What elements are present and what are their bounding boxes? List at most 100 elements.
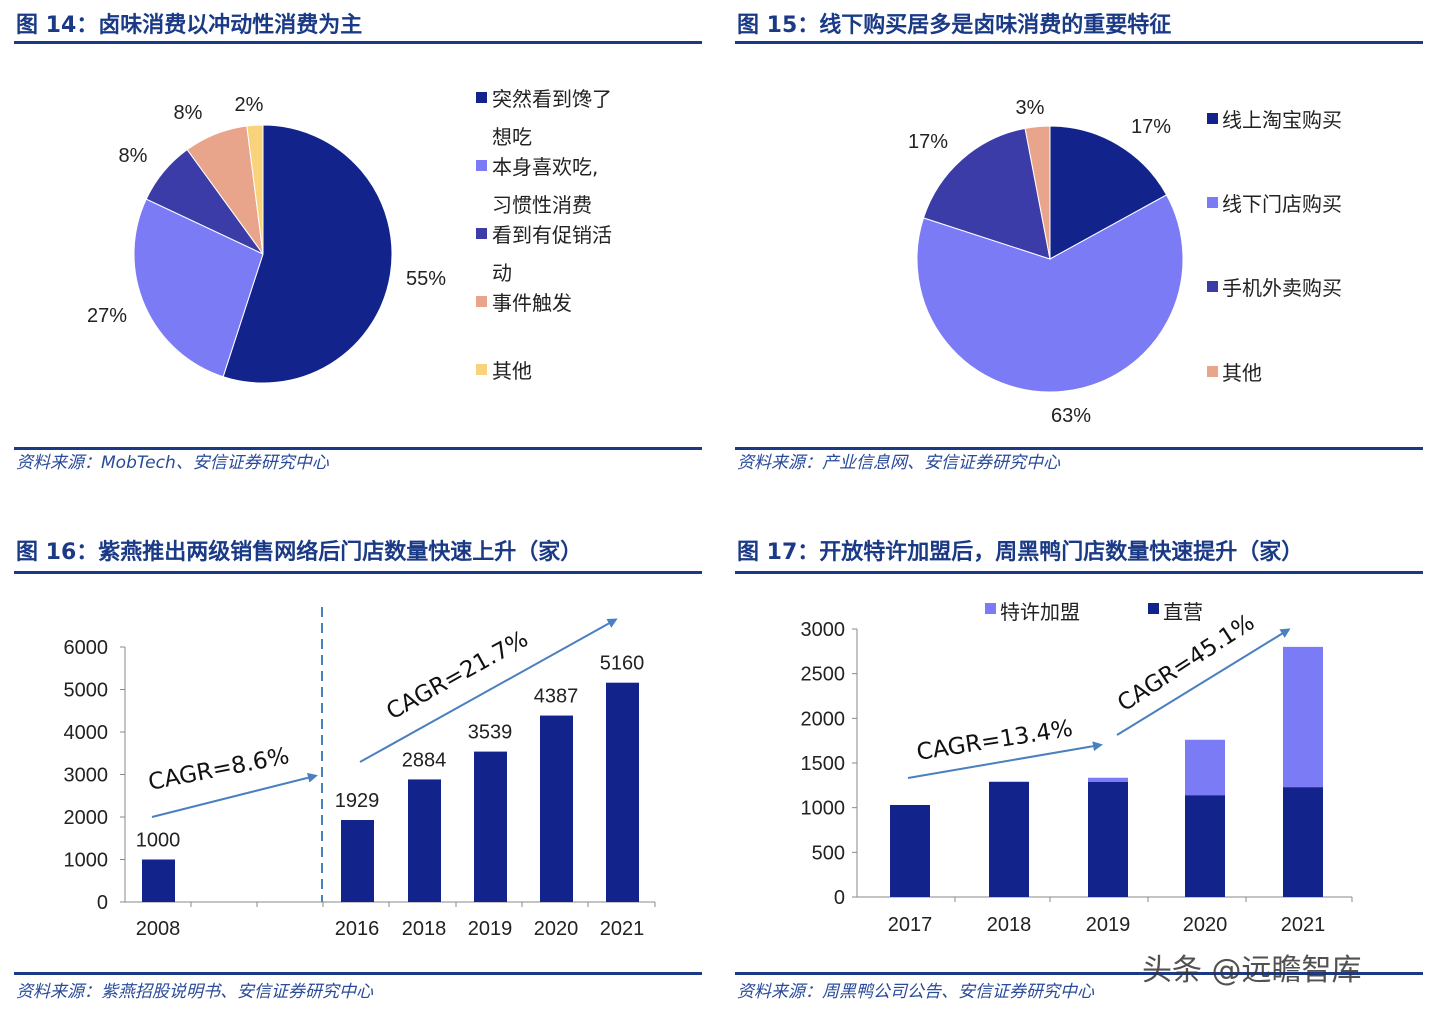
legend-swatch [1207, 281, 1218, 292]
cagr-arrow [1116, 628, 1291, 736]
chart17-bar: 0 500 1000 1500 2000 2500 3000 2017 2018 2019 2020… [801, 600, 1353, 936]
pie-slice [222, 124, 393, 384]
bar [606, 682, 639, 902]
chart17-source: 资料来源：周黑鸭公司公告、安信证券研究中心 [737, 982, 1095, 1002]
bar-segment [890, 804, 930, 897]
legend-label: 突然看到馋了 [492, 87, 612, 111]
y-tick-label: 5000 [64, 680, 109, 702]
bar-segment [989, 781, 1029, 897]
bar [142, 859, 175, 902]
chart15-title: 图 15：线下购买居多是卤味消费的重要特征 [737, 12, 1171, 38]
x-tick-label: 2021 [1281, 914, 1326, 936]
legend-label: 事件触发 [492, 291, 572, 315]
y-tick-label: 2000 [64, 807, 109, 829]
legend-swatch [476, 364, 487, 375]
chart16-bar: 0 1000 2000 3000 4000 5000 6000 1000 2008 1929 201… [64, 607, 656, 940]
pie-slice [1024, 125, 1051, 260]
x-tick-label: 2019 [468, 918, 513, 940]
y-tick-label: 4000 [64, 722, 109, 744]
pie-slice [916, 194, 1184, 393]
bar-value-label: 5160 [600, 653, 645, 675]
y-tick-label: 3000 [801, 619, 846, 641]
y-tick-label: 500 [812, 842, 845, 864]
pie-slice-label: 2% [235, 94, 264, 116]
pie-slice-label: 17% [908, 131, 948, 153]
bar-value-label: 3539 [468, 722, 513, 744]
pie-slice-label: 55% [406, 268, 446, 290]
bar [408, 779, 441, 902]
legend-label: 动 [492, 261, 512, 285]
x-tick-label: 2016 [335, 918, 380, 940]
legend-label: 直营 [1163, 600, 1203, 624]
y-tick-label: 1000 [801, 798, 846, 820]
legend-swatch [476, 228, 487, 239]
legend-label: 手机外卖购买 [1222, 276, 1342, 300]
legend-label: 其他 [1222, 361, 1262, 385]
legend-label: 特许加盟 [1000, 600, 1080, 624]
legend-label: 看到有促销活 [492, 223, 612, 247]
legend-swatch [1207, 113, 1218, 124]
rules [14, 41, 1423, 975]
y-tick-label: 1000 [64, 850, 109, 872]
legend-swatch [476, 160, 487, 171]
legend-swatch [476, 296, 487, 307]
x-tick-label: 2020 [1183, 914, 1228, 936]
y-tick-label: 3000 [64, 765, 109, 787]
bar-segment [1283, 787, 1323, 897]
pie-slice [246, 124, 264, 255]
pie-slice-label: 27% [87, 305, 127, 327]
bar-segment [1185, 795, 1225, 897]
bar-value-label: 1000 [136, 830, 181, 852]
chart14-source: 资料来源：MobTech、安信证券研究中心 [16, 453, 330, 473]
y-tick-label: 2500 [801, 664, 846, 686]
legend-swatch [985, 603, 996, 614]
bar-value-label: 2884 [402, 749, 447, 771]
pie-slice-label: 63% [1051, 405, 1091, 427]
x-tick-label: 2008 [136, 918, 181, 940]
legend-label: 本身喜欢吃, [492, 155, 598, 179]
legend-label: 线上淘宝购买 [1222, 108, 1342, 132]
chart16-title: 图 16：紫燕推出两级销售网络后门店数量快速上升（家） [16, 539, 582, 565]
y-tick-label: 6000 [64, 637, 109, 659]
bar-segment [1283, 646, 1323, 788]
legend-swatch [1207, 197, 1218, 208]
chart17-title: 图 17：开放特许加盟后，周黑鸭门店数量快速提升（家） [737, 539, 1303, 565]
cagr-arrow [359, 618, 618, 763]
y-tick-label: 2000 [801, 708, 846, 730]
bar-segment [1088, 777, 1128, 782]
cagr-arrow [151, 772, 318, 818]
cagr-annotation: CAGR=21.7% [382, 626, 532, 725]
x-tick-label: 2018 [987, 914, 1032, 936]
pie-slice-label: 8% [119, 145, 148, 167]
pie-slice-label: 8% [174, 102, 203, 124]
bar-value-label: 4387 [534, 686, 579, 708]
pie-slice [922, 127, 1051, 260]
bar [474, 751, 507, 902]
y-tick-label: 1500 [801, 753, 846, 775]
y-tick-label: 0 [834, 887, 845, 909]
cagr-arrow [907, 741, 1103, 779]
x-tick-label: 2021 [600, 918, 645, 940]
x-tick-label: 2017 [888, 914, 933, 936]
chart16-source: 资料来源：紫燕招股说明书、安信证券研究中心 [16, 982, 374, 1002]
bar-segment [1185, 739, 1225, 796]
legend-swatch [1207, 366, 1218, 377]
chart15-source: 资料来源：产业信息网、安信证券研究中心 [737, 453, 1061, 473]
x-tick-label: 2019 [1086, 914, 1131, 936]
cagr-annotation: CAGR=45.1% [1113, 609, 1259, 717]
pie-slice-label: 17% [1131, 116, 1171, 138]
legend-swatch [476, 92, 487, 103]
pie-slice [133, 198, 264, 378]
x-tick-label: 2018 [402, 918, 447, 940]
pie-slice [1049, 125, 1168, 260]
legend-label: 想吃 [492, 125, 532, 149]
legend-label: 线下门店购买 [1222, 192, 1342, 216]
pie-slice-label: 3% [1016, 97, 1045, 119]
bar [540, 715, 573, 902]
watermark: 头条 @远瞻智库 [1142, 953, 1362, 988]
bar-value-label: 1929 [335, 790, 380, 812]
chart14-title: 图 14：卤味消费以冲动性消费为主 [16, 12, 362, 38]
bar-segment [1088, 781, 1128, 897]
